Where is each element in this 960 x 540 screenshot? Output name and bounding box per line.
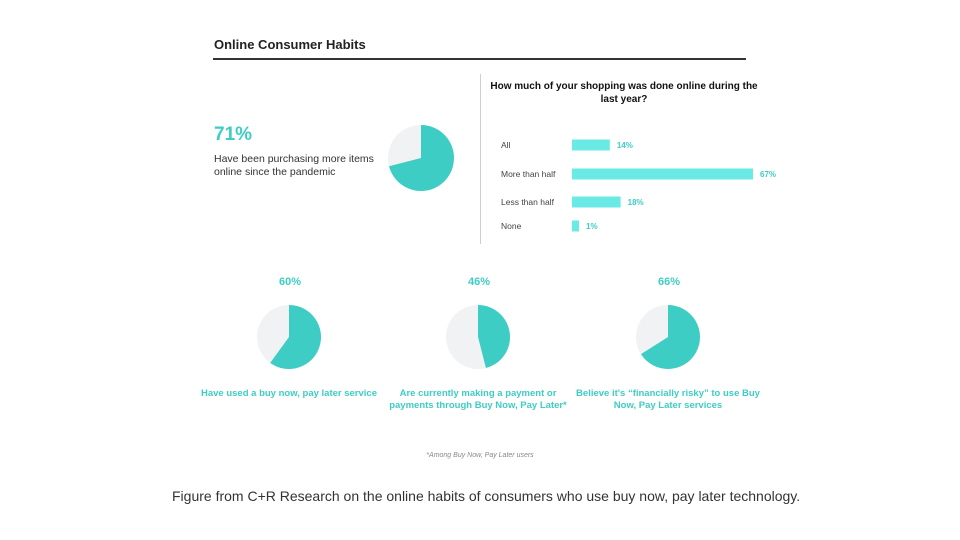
bar [572, 196, 621, 208]
chart-title: Online Consumer Habits [214, 37, 366, 52]
bar [572, 168, 753, 180]
bar-category-label: Less than half [501, 197, 555, 207]
footnote: *Among Buy Now, Pay Later users [426, 452, 534, 459]
bar-value-label: 14% [617, 141, 633, 150]
pie-chart-online-purchasing [388, 125, 454, 191]
kpi-pct-bnpl-paying: 46% [467, 276, 491, 288]
bar-category-label: More than half [501, 169, 556, 179]
bar-value-label: 67% [760, 170, 776, 179]
pie-bnpl-paying-slice-main [478, 305, 510, 368]
kpi-caption-bnpl-risky: Believe it's “financially risky” to use … [576, 388, 760, 411]
bar-category-label: All [501, 140, 511, 150]
pie-bnpl-risky-slice-main [640, 305, 700, 369]
pie-bnpl-used-slice-main [270, 305, 321, 369]
bar [572, 220, 579, 232]
pie-chart-bnpl-paying [446, 305, 510, 369]
bar-value-label: 1% [586, 222, 598, 231]
kpi-pct-bnpl-used: 60% [278, 276, 302, 288]
title-divider [213, 58, 746, 60]
bar-chart-title: How much of your shopping was done onlin… [490, 81, 758, 105]
bar [572, 139, 610, 151]
stat-percentage: 71% [214, 124, 253, 145]
kpi-pct-bnpl-risky: 66% [657, 276, 681, 288]
bar-category-label: None [501, 221, 522, 231]
kpi-caption-bnpl-paying: Are currently making a payment or paymen… [389, 388, 567, 411]
bar-value-label: 18% [628, 198, 644, 207]
bar-chart-online-shopping-share: All 14% More than half 67% Less than half 18%… [501, 139, 776, 232]
pie-chart-bnpl-used [257, 305, 321, 369]
vertical-divider [480, 74, 481, 244]
kpi-caption-bnpl-used: Have used a buy now, pay later service [200, 388, 377, 399]
pie-online-purchasing-slice-main [389, 125, 454, 191]
stat-description: Have been purchasing more items online s… [214, 153, 374, 178]
figure-caption: Figure from C+R Research on the online h… [172, 488, 801, 504]
pie-chart-bnpl-risky [636, 305, 700, 369]
